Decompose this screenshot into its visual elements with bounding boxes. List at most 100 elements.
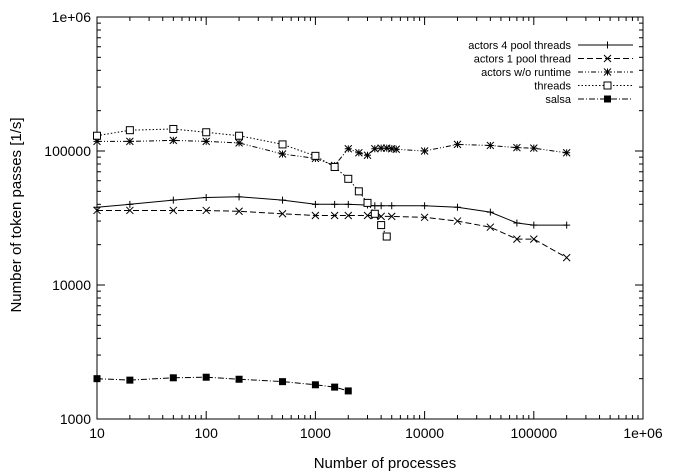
legend-label: threads (534, 81, 571, 93)
data-point (169, 374, 177, 382)
data-point (453, 217, 462, 225)
data-point (382, 232, 391, 241)
axes: 10 100 1000 10000 100000 1e+06 1000 10000 100000… (44, 9, 663, 441)
data-point (420, 147, 429, 155)
data-point (278, 150, 287, 158)
data-point (311, 381, 319, 389)
legend-label: salsa (545, 94, 572, 106)
data-point (331, 383, 339, 391)
data-point (563, 221, 571, 229)
data-point (370, 209, 379, 218)
data-point (202, 206, 211, 215)
legend: actors 4 pool threads actors 1 pool threa… (468, 40, 633, 106)
data-point (126, 200, 134, 208)
data-point (169, 196, 177, 204)
y-tick-label: 100000 (44, 143, 91, 159)
data-point (453, 203, 461, 211)
data-point (453, 140, 462, 149)
data-point (387, 212, 396, 221)
data-point (421, 202, 429, 210)
y-tick-label: 1e+06 (52, 9, 92, 25)
data-point (377, 144, 385, 153)
data-point (513, 143, 521, 152)
data-point (513, 219, 521, 227)
plot-frame (96, 16, 644, 420)
data-point (377, 202, 385, 210)
data-point (354, 187, 363, 196)
data-point (235, 193, 243, 201)
x-tick-label: 10 (89, 425, 105, 441)
data-point (202, 137, 211, 146)
data-point (344, 387, 352, 395)
series-line (97, 139, 567, 167)
data-point (235, 207, 243, 216)
legend-marker (603, 54, 612, 63)
data-point (202, 193, 210, 201)
data-point (93, 206, 101, 215)
data-point (486, 223, 495, 232)
data-point (169, 206, 178, 215)
data-point (278, 140, 287, 149)
data-point (235, 131, 244, 140)
data-point (529, 235, 538, 243)
x-axis-title: Number of processes (314, 455, 457, 472)
series-line (96, 376, 349, 392)
data-point (93, 375, 101, 383)
data-point (530, 221, 538, 229)
series-group (93, 124, 571, 395)
data-point (363, 151, 372, 160)
data-point (513, 235, 521, 243)
y-tick-label: 1000 (60, 411, 91, 427)
data-point (126, 206, 134, 215)
data-point (126, 137, 134, 146)
data-point (330, 162, 339, 171)
data-point (235, 139, 243, 147)
data-point (486, 141, 495, 150)
data-point (370, 144, 379, 153)
data-point (344, 174, 353, 183)
y-tick-label: 10000 (52, 277, 91, 293)
series-line (97, 210, 567, 259)
data-point (330, 211, 339, 220)
data-point (420, 213, 429, 222)
y-axis-title: Number of token passes [1/s] (8, 117, 25, 312)
x-tick-label: 100000 (510, 425, 557, 441)
legend-marker (604, 41, 611, 49)
x-tick-label: 1e+06 (623, 425, 663, 441)
data-point (202, 128, 211, 137)
data-point (344, 200, 352, 208)
data-point (363, 211, 372, 220)
legend-label: actors 4 pool threads (468, 40, 571, 52)
data-point (169, 124, 178, 133)
series-line (96, 196, 567, 226)
data-point (344, 211, 353, 220)
data-point (202, 373, 210, 381)
data-point (331, 200, 339, 208)
x-tick-label: 1000 (300, 425, 331, 441)
legend-marker (603, 68, 612, 76)
series-4 (93, 373, 352, 395)
series-1 (93, 206, 571, 262)
data-point (125, 126, 134, 135)
data-point (311, 200, 319, 208)
data-point (377, 221, 386, 230)
legend-label: actors w/o runtime (481, 67, 571, 79)
data-point (486, 208, 494, 216)
data-point (279, 378, 287, 386)
data-point (363, 198, 372, 207)
data-point (388, 202, 396, 210)
data-point (169, 136, 178, 145)
data-point (387, 144, 396, 153)
data-point (279, 196, 287, 204)
data-point (355, 148, 363, 157)
data-point (93, 131, 101, 140)
data-point (562, 148, 571, 157)
data-point (382, 144, 391, 153)
data-point (311, 151, 320, 160)
data-point (93, 203, 101, 211)
legend-marker (603, 81, 612, 90)
data-point (562, 253, 571, 262)
data-point (311, 211, 320, 220)
data-point (392, 145, 401, 154)
